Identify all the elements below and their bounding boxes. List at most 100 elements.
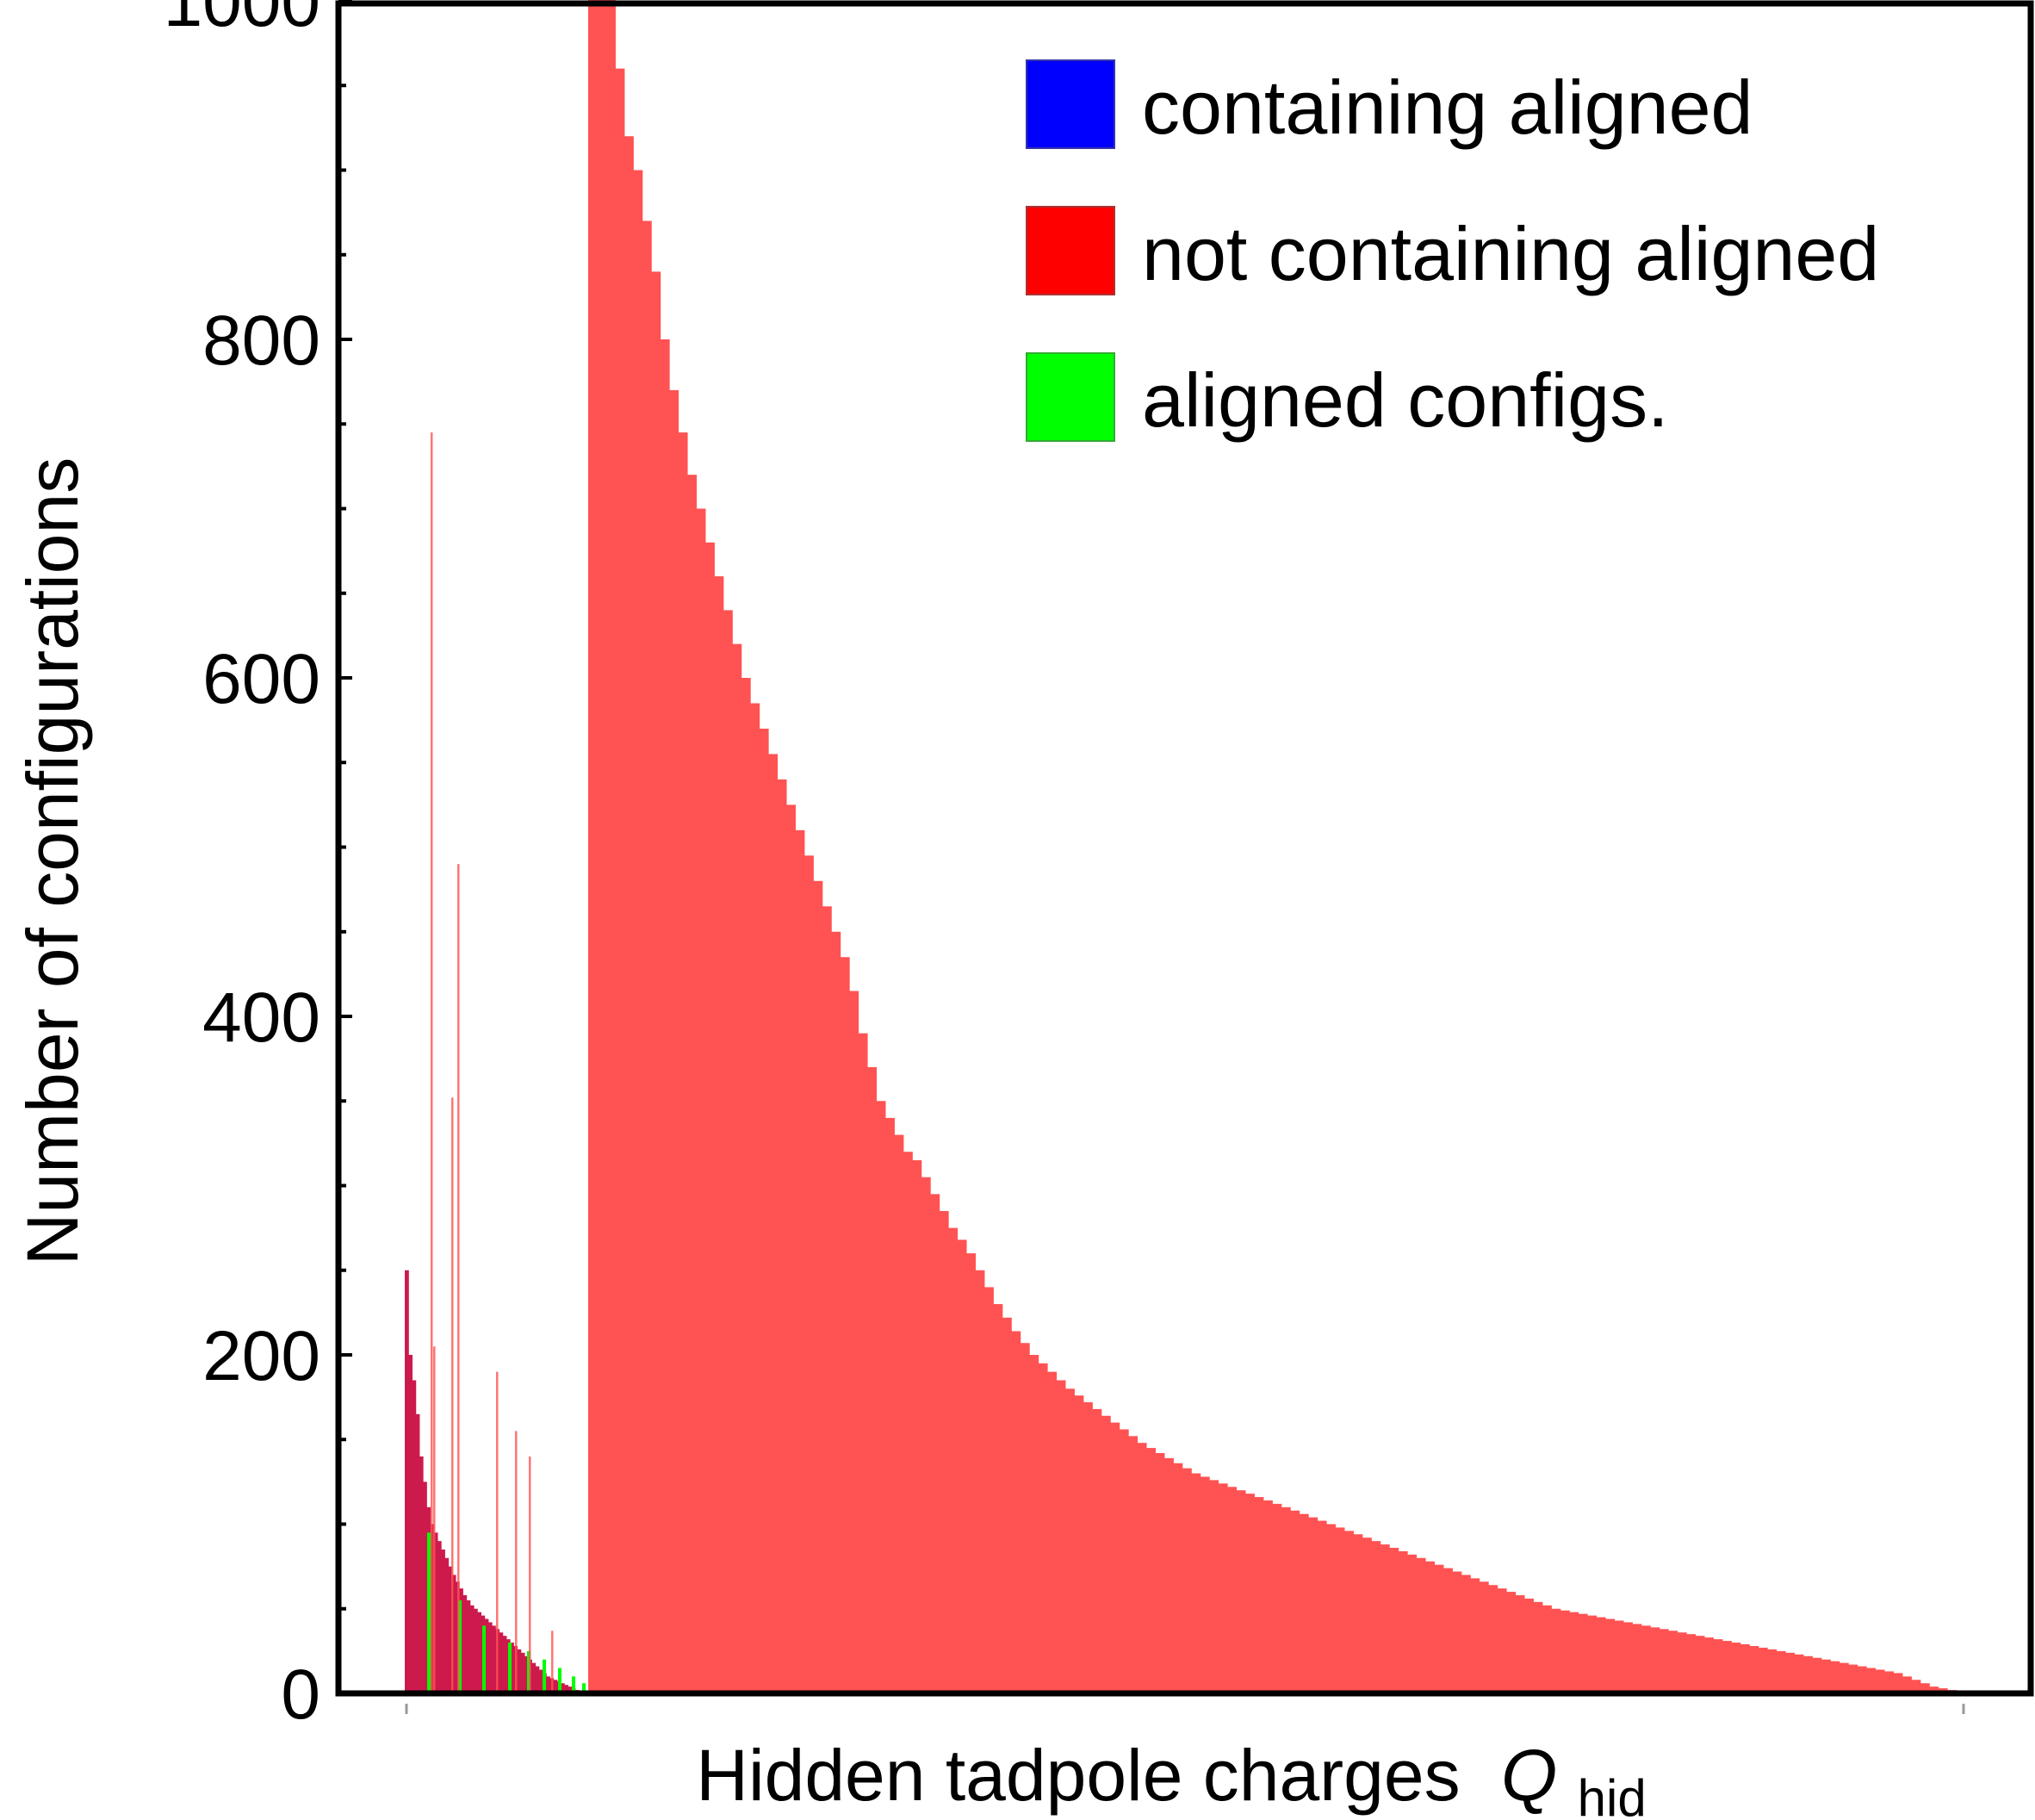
bar-not-containing-aligned [1866,1668,1877,1693]
bar-not-containing-aligned [1011,1331,1021,1693]
bar-aligned-configs [508,1643,512,1693]
bar-not-containing-aligned [1452,1571,1462,1693]
bar-not-containing-aligned [1263,1500,1273,1693]
bar-containing-aligned [462,1595,468,1693]
y-axis-title: Number of configurations [12,457,93,1265]
bar-containing-aligned [535,1666,540,1693]
bar-not-containing-aligned [1632,1624,1642,1693]
bar-not-containing-aligned [1722,1641,1732,1693]
bar-aligned-configs [582,1683,586,1693]
bar-not-containing-aligned [1578,1613,1588,1693]
bar-not-containing-aligned [1784,1652,1796,1693]
bar-not-containing-aligned [1515,1595,1525,1693]
bar-not-containing-aligned [975,1270,985,1693]
y-tick-label: 800 [202,301,320,380]
x-axis-title-text: Hidden tadpole charges [696,1735,1460,1816]
legend-label-aligned-configs: aligned configs. [1142,357,1669,443]
bar-not-containing-aligned [1830,1661,1840,1693]
bar-not-containing-aligned [1092,1408,1102,1693]
bar-not-containing-aligned [1236,1490,1246,1693]
bar-not-containing-aligned [957,1239,967,1693]
bar-spike [515,1431,518,1693]
bar-not-containing-aligned [1731,1643,1741,1693]
bar-not-containing-aligned [1434,1564,1444,1693]
bar-not-containing-aligned [723,610,733,1693]
bar-not-containing-aligned [1353,1534,1363,1693]
bar-not-containing-aligned [795,829,805,1693]
bar-containing-aligned [437,1541,442,1693]
bar-not-containing-aligned [813,880,823,1693]
bar-containing-aligned [538,1669,543,1693]
legend-label-containing-aligned: containing aligned [1142,65,1753,150]
bar-not-containing-aligned [1488,1585,1498,1693]
bar-not-containing-aligned [1398,1550,1408,1693]
bar-not-containing-aligned [1191,1473,1201,1693]
bar-containing-aligned [499,1632,504,1693]
bar-not-containing-aligned [615,68,625,1694]
bars-not-containing-aligned [588,0,1966,1694]
bar-not-containing-aligned [1038,1363,1048,1693]
bar-containing-aligned [412,1380,417,1693]
bar-not-containing-aligned [1848,1664,1858,1693]
bar-not-containing-aligned [849,991,859,1693]
bar-not-containing-aligned [1604,1618,1616,1693]
bar-not-containing-aligned [1794,1654,1804,1693]
bar-not-containing-aligned [1497,1588,1507,1693]
bar-not-containing-aligned [1875,1669,1885,1693]
bar-not-containing-aligned [1218,1483,1228,1693]
bar-containing-aligned [433,1532,438,1693]
bar-not-containing-aligned [858,1033,868,1693]
bar-not-containing-aligned [1758,1647,1768,1693]
bar-containing-aligned [553,1680,558,1693]
bar-containing-aligned [477,1612,481,1693]
bar-not-containing-aligned [1461,1575,1471,1693]
bar-containing-aligned [423,1481,427,1693]
bar-not-containing-aligned [1254,1497,1264,1693]
y-axis-ticks: 020040060080010001200 [164,0,352,1734]
bar-not-containing-aligned [831,931,841,1693]
bar-not-containing-aligned [1101,1415,1111,1693]
bar-not-containing-aligned [884,1117,895,1693]
bar-not-containing-aligned [1902,1676,1912,1693]
bar-spike [496,1371,499,1693]
bar-not-containing-aligned [1137,1443,1147,1693]
bar-not-containing-aligned [1668,1631,1678,1693]
bar-containing-aligned [419,1456,424,1693]
bar-not-containing-aligned [840,957,850,1693]
bar-not-containing-aligned [1209,1480,1219,1693]
bar-not-containing-aligned [1110,1422,1120,1693]
legend: containing aligned not containing aligne… [1026,59,1879,443]
x-axis-title-symbol: Q [1501,1735,1557,1816]
bar-not-containing-aligned [660,339,670,1693]
legend-swatch-not-containing-aligned [1026,206,1115,295]
bar-not-containing-aligned [1244,1494,1255,1693]
x-axis-ticks [405,1704,1965,1714]
bar-not-containing-aligned [822,906,832,1693]
bar-not-containing-aligned [1155,1452,1165,1693]
bar-not-containing-aligned [1614,1620,1624,1693]
bar-not-containing-aligned [1695,1636,1705,1693]
bar-not-containing-aligned [669,389,679,1694]
bar-containing-aligned [520,1652,525,1693]
bar-not-containing-aligned [993,1304,1003,1693]
bar-not-containing-aligned [1533,1601,1543,1693]
bar-not-containing-aligned [1424,1561,1435,1693]
bar-not-containing-aligned [1686,1634,1697,1693]
bar-not-containing-aligned [686,475,698,1694]
x-axis-title: Hidden tadpole charges Q hid [696,1735,1646,1820]
bar-not-containing-aligned [714,576,724,1693]
bar-not-containing-aligned [633,170,643,1693]
bar-not-containing-aligned [1767,1649,1778,1693]
bar-not-containing-aligned [1929,1686,1939,1693]
bar-not-containing-aligned [1776,1650,1786,1693]
bar-not-containing-aligned [1325,1524,1337,1693]
bar-not-containing-aligned [1020,1343,1030,1693]
bar-not-containing-aligned [1182,1468,1192,1693]
bar-containing-aligned [502,1636,507,1693]
bar-not-containing-aligned [894,1134,904,1693]
bar-containing-aligned [510,1643,514,1693]
bar-spike [551,1631,554,1693]
bar-containing-aligned [484,1618,489,1693]
bar-not-containing-aligned [1911,1680,1921,1693]
